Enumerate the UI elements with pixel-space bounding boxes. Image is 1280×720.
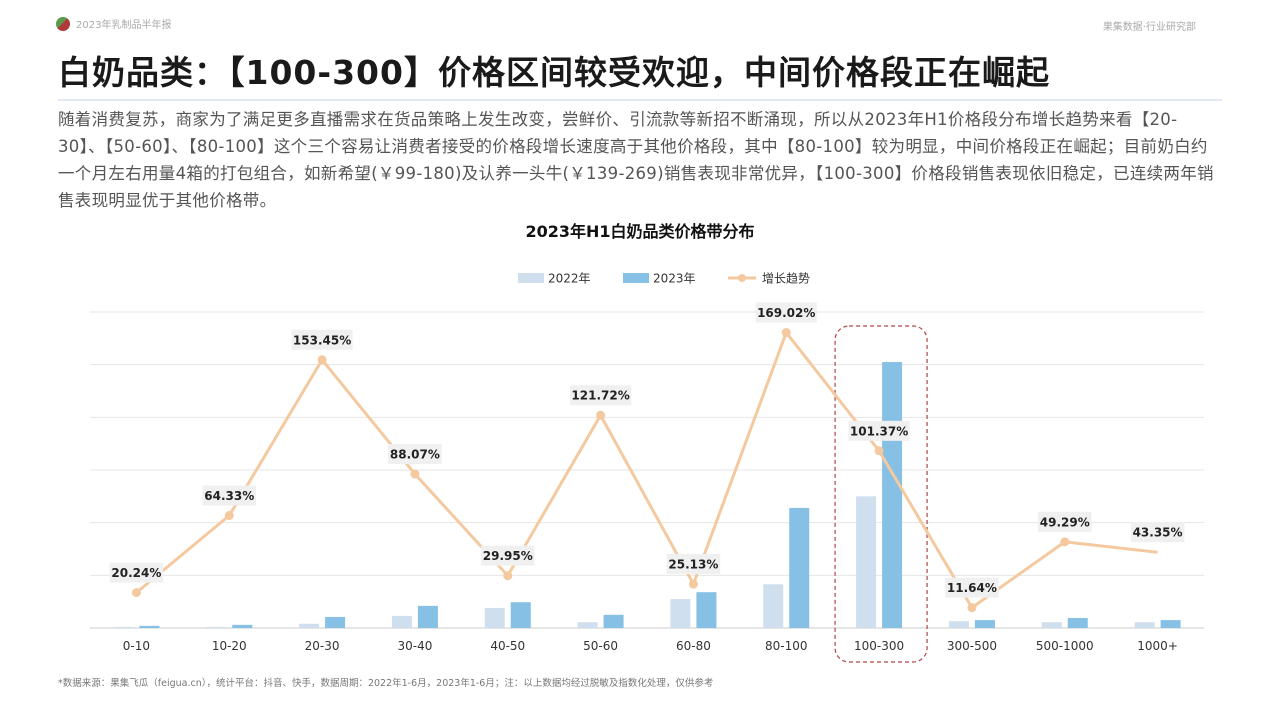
bar-2022年 [1134,622,1155,628]
data-label: 64.33% [204,489,254,503]
data-label-bg [945,577,999,598]
bar-2022年 [763,584,784,628]
page-title: 白奶品类：【100-300】价格区间较受欢迎，中间价格段正在崛起 [58,53,1050,92]
data-label: 169.02% [757,306,815,320]
bar-2022年 [484,607,505,628]
bar-2022年 [299,623,320,628]
bar-2023年 [1067,617,1088,628]
legend-marker [738,274,746,282]
data-label: 88.07% [390,448,440,462]
x-tick-label: 100-300 [854,639,904,653]
dept-label: 果集数据·行业研究部 [1102,22,1196,33]
bar-2022年 [670,599,691,628]
bar-2023年 [232,624,253,628]
x-tick-label: 60-80 [676,639,711,653]
bar-2022年 [206,626,227,628]
data-label: 11.64% [947,581,997,595]
logo-icon [56,16,70,31]
bar-2022年 [113,626,134,628]
data-label-bg [569,385,632,406]
trend-point [410,469,420,479]
trend-point [503,571,513,581]
trend-point [781,328,791,338]
data-label-bg [666,554,721,575]
x-tick-label: 1000+ [1137,639,1178,653]
report-label: 2023年乳制品半年报 [56,16,171,31]
description: 随着消费复苏，商家为了满足更多直播需求在货品策略上发生改变，尝鲜价、引流款等新招… [58,110,1214,210]
data-label: 121.72% [571,389,629,403]
x-tick-label: 50-60 [583,639,618,653]
legend-label: 2023年 [653,272,696,286]
bar-2023年 [696,592,717,628]
bar-2022年 [1041,622,1062,628]
data-label-bg [848,420,910,441]
data-label-bg [1037,511,1092,532]
trend-point [967,603,977,613]
data-label: 25.13% [668,558,718,572]
bar-2023年 [510,602,531,628]
legend-swatch [518,273,544,283]
bar-2023年 [1160,620,1181,628]
trend-point [317,355,327,365]
data-label: 29.95% [483,549,533,563]
data-label-bg [480,545,535,566]
data-label: 49.29% [1040,515,1090,529]
bar-2022年 [577,622,598,628]
trend-point [688,579,698,589]
data-label: 43.35% [1133,526,1183,540]
highlight-box [834,325,928,663]
bar-2022年 [856,496,877,628]
trend-point [224,511,234,521]
x-tick-label: 80-100 [765,639,808,653]
chart-title: 2023年H1白奶品类价格带分布 [525,222,755,241]
bar-2023年 [325,616,346,628]
bar-2023年 [789,507,810,628]
data-label-bg [109,562,164,583]
x-tick-label: 500-1000 [1036,639,1094,653]
trend-point [596,410,606,420]
x-tick-label: 40-50 [490,639,525,653]
x-tick-label: 20-30 [305,639,340,653]
x-tick-label: 300-500 [947,639,997,653]
trend-point [874,446,884,456]
bar-2023年 [603,614,624,628]
data-label-bg [202,485,257,506]
legend-swatch [623,273,649,283]
data-label: 20.24% [111,566,161,580]
legend-label: 2022年 [548,272,591,286]
trend-point [1060,537,1070,547]
data-label-bg [755,302,817,323]
bar-2022年 [391,615,412,628]
trend-point [131,588,141,598]
data-label-bg [1130,522,1185,543]
data-label: 101.37% [850,424,908,438]
bar-2023年 [139,625,160,628]
legend-label: 增长趋势 [762,272,810,286]
report-name: 2023年乳制品半年报 [76,20,172,31]
divider [58,99,1222,101]
bar-2023年 [882,362,903,628]
x-tick-label: 0-10 [123,639,150,653]
bar-2023年 [417,605,438,628]
x-tick-label: 10-20 [212,639,247,653]
data-label-bg [388,444,442,465]
data-label: 153.45% [293,333,351,347]
x-tick-label: 30-40 [397,639,432,653]
data-label-bg [291,329,353,350]
footnote: *数据来源：果集飞瓜（feigua.cn），统计平台：抖音、快手，数据周期：20… [58,678,714,689]
bar-2022年 [948,621,969,628]
bar-2023年 [974,620,995,628]
